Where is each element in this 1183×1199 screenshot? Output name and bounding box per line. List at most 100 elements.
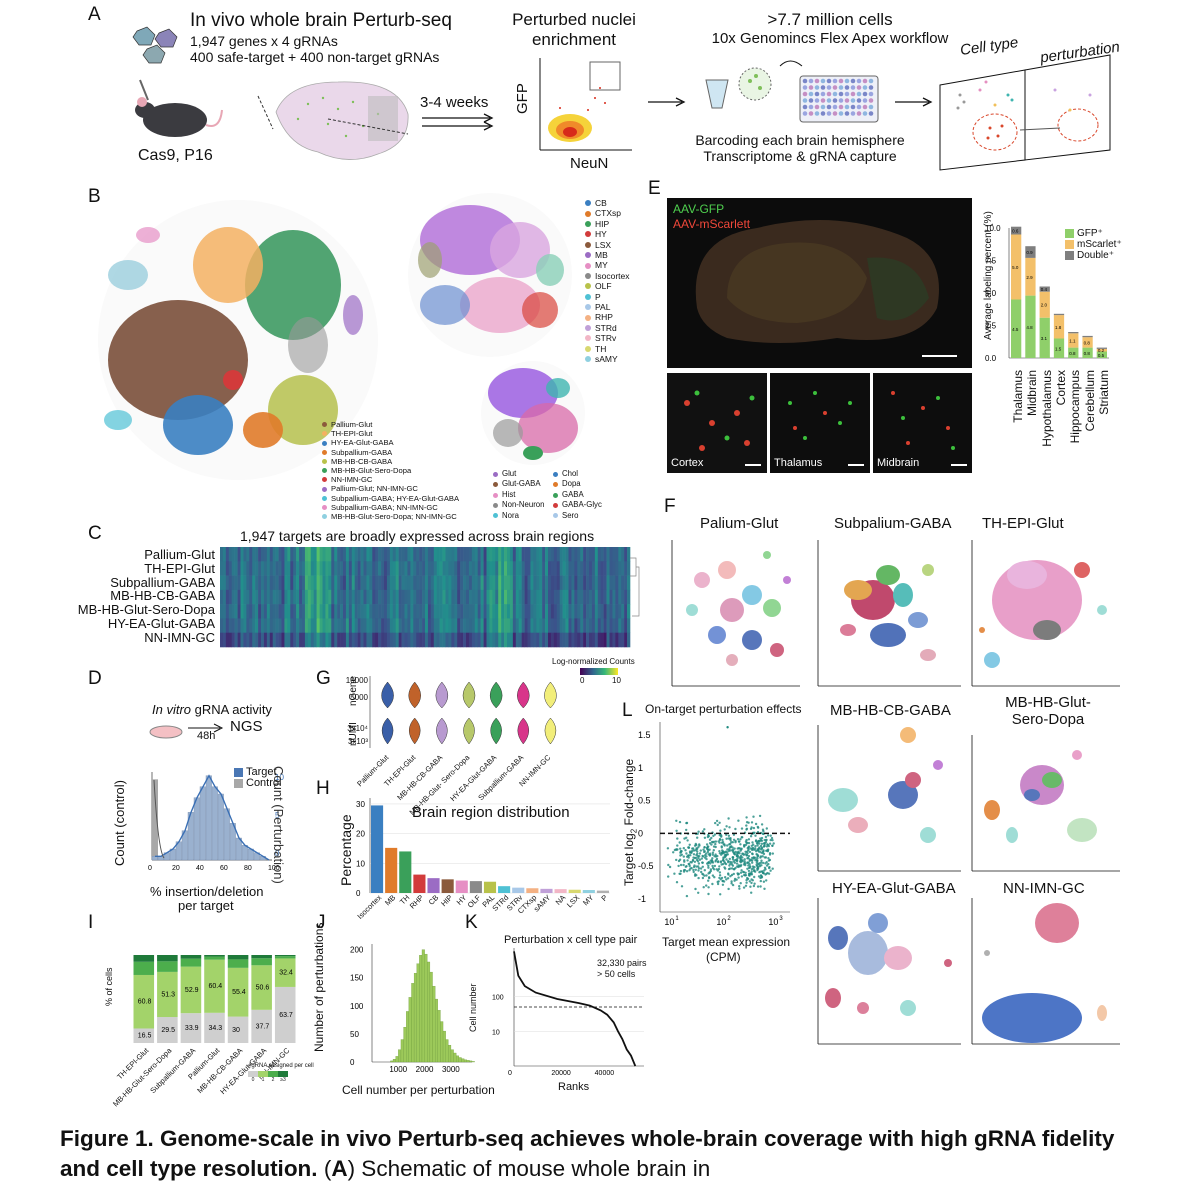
heatmap-cell — [550, 604, 555, 619]
e-bar-seg — [1096, 348, 1107, 352]
heatmap-cell — [319, 589, 323, 605]
heatmap-cell — [457, 547, 461, 562]
heatmap-cell — [442, 618, 446, 634]
heatmap-cell — [589, 589, 593, 605]
class-legend-item: Pallium-Glut — [322, 420, 459, 429]
l-point — [719, 878, 722, 881]
brain-sagittal-a — [257, 81, 409, 160]
l-point — [714, 840, 718, 843]
h-bar — [413, 874, 426, 893]
heatmap-cell — [621, 632, 625, 648]
inset-cortex: Cortex — [667, 373, 767, 473]
heatmap-cell — [395, 547, 399, 562]
heatmap-cell — [228, 589, 233, 605]
heatmap-cell — [255, 575, 259, 591]
heatmap-cell — [325, 547, 329, 562]
heatmap-cell — [518, 632, 522, 648]
heatmap-cell — [313, 547, 317, 562]
i-bar-label: 63.7 — [279, 1012, 293, 1019]
heatmap-cell — [565, 632, 569, 648]
heatmap-cell — [357, 575, 361, 591]
heatmap-cell — [354, 561, 358, 576]
heatmap-cell — [483, 547, 487, 562]
heatmap-cell — [392, 604, 397, 619]
heatmap-cell — [363, 547, 367, 562]
heatmap-cell — [589, 547, 593, 562]
d-xtick: 0 — [148, 865, 152, 872]
l-point — [757, 875, 761, 878]
heatmap-cell — [369, 575, 373, 591]
plate-well — [814, 85, 820, 90]
l-point — [675, 858, 678, 862]
l-point — [723, 843, 726, 846]
barcode-line-1: Barcoding each brain hemisphere — [695, 132, 905, 148]
heatmap-cell — [228, 547, 233, 562]
d-target-bar — [223, 808, 230, 861]
d-target-bar — [193, 797, 200, 861]
j-bin — [429, 971, 433, 1063]
plate-well — [844, 91, 850, 97]
heatmap-cell — [594, 632, 599, 648]
heatmap-cell — [392, 575, 397, 591]
l-point — [737, 865, 740, 869]
plate-well — [808, 78, 814, 84]
l-point — [744, 863, 747, 867]
l-point — [698, 858, 702, 861]
h-bar — [483, 881, 497, 893]
l-point — [760, 859, 763, 862]
heatmap-cell — [457, 575, 461, 591]
l-point — [736, 838, 740, 841]
panel-label-h: H — [316, 778, 330, 799]
l-point — [732, 833, 736, 836]
legend-label: NN-IMN-GC — [331, 475, 373, 485]
l-point — [715, 868, 718, 871]
heatmap-cell — [457, 589, 461, 605]
l-point — [694, 887, 697, 891]
l-ylabel-pre: Target log — [622, 833, 636, 886]
l-point — [673, 872, 676, 875]
l-point — [694, 849, 697, 852]
d-time: 48h — [197, 730, 216, 742]
heatmap-cell — [574, 547, 578, 562]
d-xtick: 60 — [220, 865, 228, 872]
heatmap-cell — [577, 589, 581, 605]
j-xtick: 2000 — [416, 1065, 434, 1074]
heatmap-cell — [246, 632, 250, 648]
l-point — [707, 892, 710, 896]
i-bar-seg — [204, 955, 225, 957]
heatmap-cell — [571, 547, 575, 562]
heatmap-cell — [316, 575, 320, 591]
legend-label: MB-HB-CB-GABA — [331, 456, 393, 466]
heatmap-cell — [586, 575, 590, 591]
tube-and-plate — [705, 60, 879, 123]
heatmap-cell — [539, 589, 543, 605]
plate-well — [820, 104, 826, 110]
heatmap-cell — [539, 604, 543, 619]
aav-mscarlett-label: AAV-mScarlett — [673, 217, 751, 231]
class-legend-item: NN-IMN-GC — [322, 475, 459, 484]
heatmap-cell — [583, 618, 587, 634]
heatmap-cell — [416, 618, 420, 634]
heatmap-cell — [562, 618, 566, 634]
heatmap-cell — [433, 604, 438, 619]
h-title: Brain region distribution — [412, 804, 570, 821]
l-point — [727, 867, 731, 871]
legend-dot — [585, 221, 591, 228]
heatmap-cell — [392, 618, 397, 634]
l-point — [682, 855, 685, 858]
e-bar-label: 0.6 — [1012, 229, 1019, 234]
heatmap-cell — [451, 547, 455, 562]
heatmap-cell — [609, 632, 613, 648]
heatmap-cell — [609, 618, 613, 634]
heatmap-cell — [501, 589, 505, 605]
l-point — [742, 853, 745, 856]
heatmap-row-label: HY-EA-Glut-GABA — [107, 616, 215, 631]
l-point — [689, 854, 692, 857]
heatmap-cell — [565, 589, 569, 605]
l-point — [730, 882, 733, 885]
legend-label: MB-HB-Glut-Sero-Dopa — [331, 466, 412, 476]
heatmap-cell — [316, 547, 320, 562]
heatmap-cell — [325, 604, 329, 619]
l-point — [679, 850, 683, 853]
